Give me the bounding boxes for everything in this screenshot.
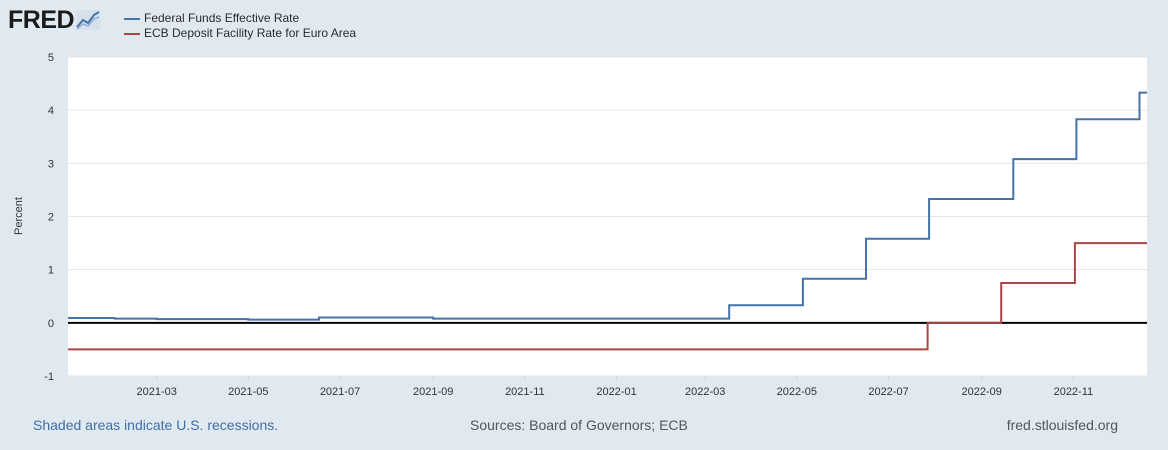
chart-legend: Federal Funds Effective Rate ECB Deposit… [124, 11, 356, 41]
x-tick-label: 2021-11 [505, 386, 545, 398]
y-tick-label: 3 [48, 158, 54, 170]
y-tick-label: 4 [48, 105, 54, 117]
x-axis: 2021-03 2021-05 2021-07 2021-09 2021-11 2022-… [136, 376, 1093, 398]
x-tick-label: 2022-05 [777, 386, 817, 398]
sources-note: Sources: Board of Governors; ECB [470, 417, 688, 433]
fred-logo[interactable]: FRED [8, 6, 101, 34]
x-tick-label: 2021-07 [320, 386, 360, 398]
x-tick-label: 2021-05 [228, 386, 268, 398]
y-tick-label: 5 [48, 52, 54, 64]
y-tick-label: -1 [44, 371, 54, 383]
series-line-1 [68, 242, 1147, 351]
x-tick-label: 2022-11 [1054, 386, 1094, 398]
x-tick-label: 2022-07 [868, 386, 908, 398]
legend-label-fed-funds: Federal Funds Effective Rate [144, 11, 300, 25]
chart-trend-icon [76, 10, 101, 30]
series-lines [68, 91, 1147, 351]
x-tick-label: 2022-09 [962, 386, 1002, 398]
recession-note-link[interactable]: Shaded areas indicate U.S. recessions. [33, 417, 279, 433]
y-axis-label: Percent [13, 197, 25, 235]
legend-swatch-ecb [124, 32, 140, 35]
legend-entry-fed-funds[interactable]: Federal Funds Effective Rate [124, 11, 356, 26]
x-tick-label: 2022-01 [596, 386, 636, 398]
fred-url-link[interactable]: fred.stlouisfed.org [1006, 417, 1118, 433]
series-line-0 [68, 91, 1147, 321]
x-tick-label: 2021-09 [413, 386, 453, 398]
x-tick-label: 2022-03 [685, 386, 725, 398]
y-tick-label: 1 [48, 265, 54, 277]
y-axis: -1 0 1 2 3 4 5 [44, 52, 54, 383]
legend-swatch-fed-funds [124, 17, 140, 20]
fred-logo-text: FRED [8, 6, 75, 34]
legend-entry-ecb[interactable]: ECB Deposit Facility Rate for Euro Area [124, 26, 356, 41]
x-tick-label: 2021-03 [136, 386, 176, 398]
y-tick-label: 2 [48, 212, 54, 224]
y-tick-label: 0 [48, 318, 54, 330]
legend-label-ecb: ECB Deposit Facility Rate for Euro Area [144, 26, 357, 40]
